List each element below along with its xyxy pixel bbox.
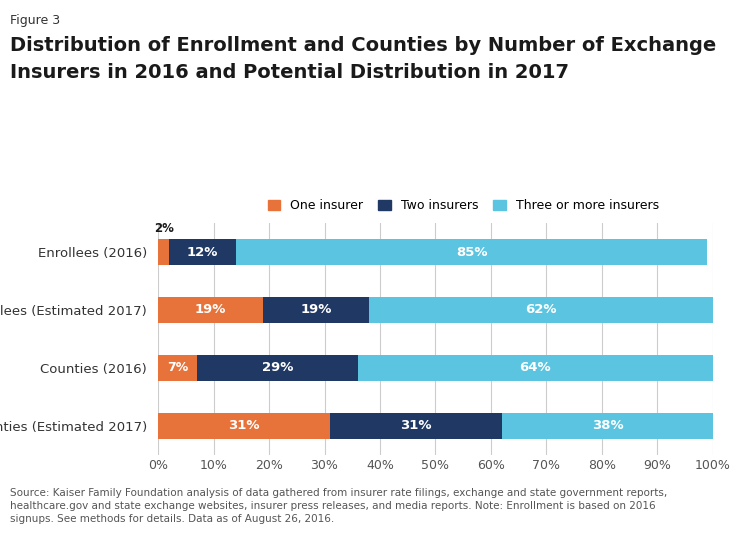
Bar: [169, 239, 236, 265]
Bar: [158, 297, 263, 323]
Bar: [263, 297, 369, 323]
Text: Figure 3: Figure 3: [10, 14, 60, 27]
Text: Insurers in 2016 and Potential Distribution in 2017: Insurers in 2016 and Potential Distribut…: [10, 63, 570, 82]
Text: 2%: 2%: [154, 222, 173, 235]
Text: Source: Kaiser Family Foundation analysis of data gathered from insurer rate fil: Source: Kaiser Family Foundation analysi…: [10, 488, 667, 524]
Bar: [369, 297, 713, 323]
Text: 31%: 31%: [401, 419, 432, 432]
Bar: [197, 355, 358, 381]
Bar: [502, 413, 713, 439]
Bar: [158, 239, 169, 265]
Text: 29%: 29%: [262, 361, 293, 374]
Text: 31%: 31%: [229, 419, 259, 432]
Text: 62%: 62%: [526, 304, 556, 316]
Text: FAMILY: FAMILY: [655, 516, 698, 526]
Text: FOUNDATION: FOUNDATION: [653, 529, 699, 534]
Text: 19%: 19%: [195, 304, 226, 316]
Bar: [330, 413, 502, 439]
Bar: [236, 239, 707, 265]
Bar: [158, 413, 330, 439]
Legend: One insurer, Two insurers, Three or more insurers: One insurer, Two insurers, Three or more…: [268, 199, 659, 212]
Text: 12%: 12%: [187, 246, 218, 258]
Text: 85%: 85%: [456, 246, 487, 258]
Text: THE HENRY J.: THE HENRY J.: [659, 496, 694, 501]
Text: 38%: 38%: [592, 419, 623, 432]
Bar: [358, 355, 713, 381]
Bar: [158, 355, 197, 381]
Text: 19%: 19%: [301, 304, 332, 316]
Text: Distribution of Enrollment and Counties by Number of Exchange: Distribution of Enrollment and Counties …: [10, 36, 717, 55]
Text: KAISER: KAISER: [653, 505, 699, 515]
Text: 64%: 64%: [520, 361, 551, 374]
Text: 7%: 7%: [167, 361, 188, 374]
